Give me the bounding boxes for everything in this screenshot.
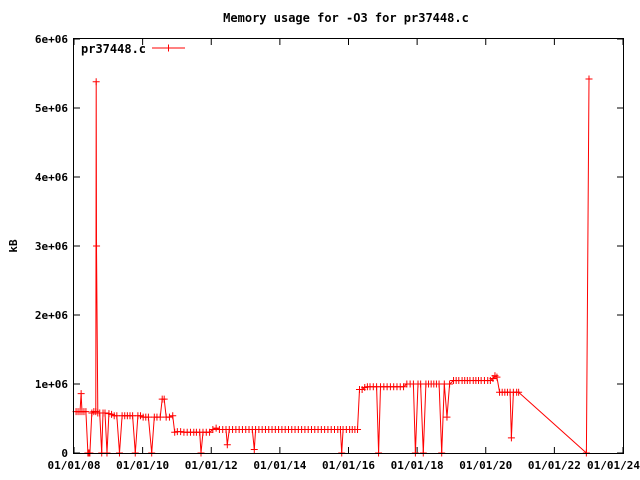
data-point <box>160 395 168 403</box>
data-point <box>446 380 454 388</box>
data-point <box>82 408 90 416</box>
x-axis-ticks: 01/01/08 01/01/10 01/01/12 01/01/14 01/01/16… <box>48 39 640 472</box>
data-point <box>507 434 515 442</box>
y-tick-label: 5e+06 <box>35 102 68 115</box>
x-tick-label: 01/01/14 <box>253 459 306 472</box>
x-tick-label: 01/01/10 <box>116 459 169 472</box>
y-tick-label: 0 <box>61 447 68 460</box>
x-tick-label: 01/01/08 <box>48 459 101 472</box>
legend-marker <box>165 44 172 52</box>
chart-title: Memory usage for -O3 for pr37448.c <box>223 11 469 25</box>
data-point <box>165 413 173 421</box>
data-point <box>354 426 362 434</box>
legend: pr37448.c <box>81 42 185 56</box>
x-tick-label: 01/01/12 <box>185 459 238 472</box>
x-tick-label: 01/01/20 <box>459 459 512 472</box>
data-point <box>212 424 220 432</box>
y-tick-label: 3e+06 <box>35 240 68 253</box>
y-axis-label: kB <box>7 239 20 253</box>
y-tick-label: 1e+06 <box>35 378 68 391</box>
data-point <box>101 409 109 417</box>
data-point <box>493 373 501 381</box>
legend-label-pr37448: pr37448.c <box>81 42 146 56</box>
data-point <box>209 426 217 434</box>
data-point <box>223 441 231 449</box>
legend-line-sample <box>152 44 185 52</box>
plot-border <box>73 38 624 454</box>
x-tick-label: 01/01/18 <box>391 459 444 472</box>
x-tick-label: 01/01/24 <box>587 459 640 472</box>
x-tick-label: 01/01/16 <box>322 459 375 472</box>
data-point <box>250 446 258 454</box>
y-axis-ticks: 0 1e+06 2e+06 3e+06 4e+06 5e+06 6e+06 <box>35 33 623 460</box>
data-point <box>585 75 593 83</box>
y-tick-label: 2e+06 <box>35 309 68 322</box>
data-point <box>169 412 177 420</box>
y-tick-label: 4e+06 <box>35 171 68 184</box>
data-point <box>177 428 185 436</box>
y-tick-label: 6e+06 <box>35 33 68 46</box>
data-point <box>144 413 152 421</box>
data-point <box>77 390 85 398</box>
data-point <box>92 78 100 86</box>
data-point <box>443 413 451 421</box>
x-tick-label: 01/01/22 <box>528 459 581 472</box>
data-point <box>515 388 523 396</box>
series-pr37448 <box>72 75 593 457</box>
data-point <box>156 413 164 421</box>
data-point <box>93 242 101 250</box>
